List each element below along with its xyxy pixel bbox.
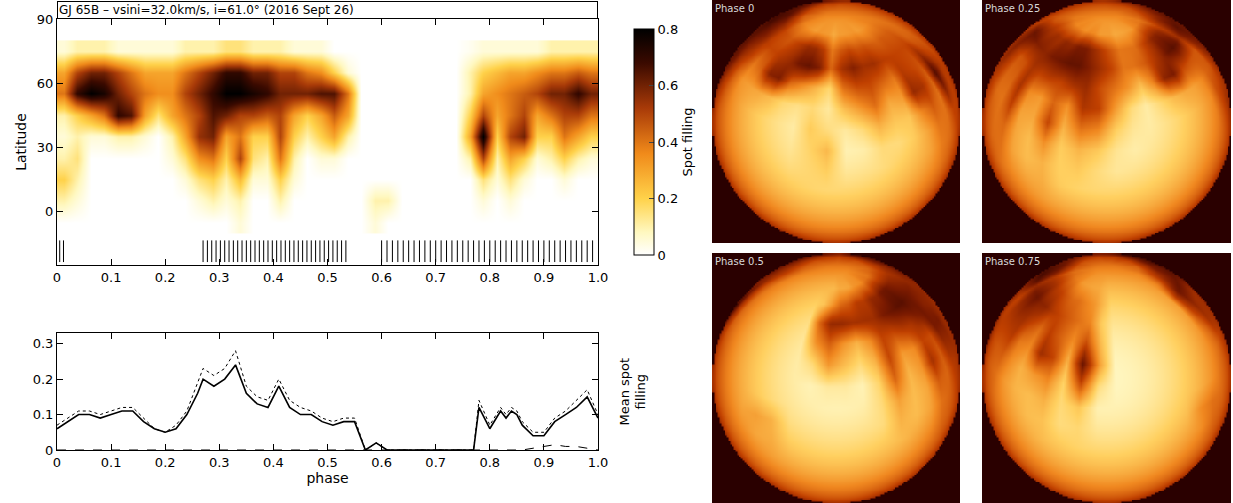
- svg-text:0: 0: [45, 204, 53, 219]
- svg-text:0.7: 0.7: [425, 455, 446, 470]
- svg-text:0: 0: [658, 248, 666, 263]
- svg-text:60: 60: [37, 76, 54, 91]
- svg-text:Latitude: Latitude: [13, 113, 29, 171]
- svg-text:0.4: 0.4: [263, 270, 284, 285]
- svg-text:0.9: 0.9: [534, 270, 555, 285]
- svg-text:Phase 0.25: Phase 0.25: [985, 3, 1040, 14]
- svg-text:0.1: 0.1: [101, 455, 122, 470]
- svg-text:0.3: 0.3: [33, 336, 54, 351]
- svg-text:0.6: 0.6: [371, 455, 392, 470]
- svg-text:0.2: 0.2: [658, 191, 679, 206]
- svg-text:0.2: 0.2: [155, 270, 176, 285]
- svg-text:0.6: 0.6: [371, 270, 392, 285]
- svg-text:30: 30: [37, 140, 54, 155]
- svg-text:0.1: 0.1: [101, 270, 122, 285]
- svg-text:0.3: 0.3: [209, 270, 230, 285]
- svg-text:90: 90: [37, 12, 54, 27]
- svg-text:0.1: 0.1: [33, 407, 54, 422]
- svg-text:1.0: 1.0: [588, 455, 609, 470]
- svg-text:0.4: 0.4: [263, 455, 284, 470]
- svg-text:0.6: 0.6: [658, 78, 679, 93]
- svg-text:Spot filling: Spot filling: [680, 107, 695, 176]
- svg-text:0.7: 0.7: [425, 270, 446, 285]
- svg-text:0.9: 0.9: [534, 455, 555, 470]
- svg-text:1.0: 1.0: [588, 270, 609, 285]
- svg-text:Mean spotfilling: Mean spotfilling: [617, 358, 649, 426]
- svg-text:0.3: 0.3: [209, 455, 230, 470]
- svg-text:0.8: 0.8: [658, 22, 679, 37]
- svg-text:0: 0: [53, 455, 61, 470]
- svg-text:0: 0: [53, 270, 61, 285]
- svg-text:0.8: 0.8: [479, 455, 500, 470]
- svg-text:0: 0: [45, 443, 53, 458]
- svg-text:0.8: 0.8: [479, 270, 500, 285]
- svg-text:Phase 0: Phase 0: [715, 3, 754, 14]
- svg-text:Phase 0.75: Phase 0.75: [985, 256, 1040, 267]
- svg-text:0.2: 0.2: [33, 372, 54, 387]
- svg-text:GJ 65B – vsini=32.0km/s, i=61.: GJ 65B – vsini=32.0km/s, i=61.0° (2016 S…: [59, 3, 354, 17]
- svg-text:0.4: 0.4: [658, 135, 679, 150]
- svg-text:0.2: 0.2: [155, 455, 176, 470]
- svg-text:phase: phase: [306, 470, 348, 486]
- svg-text:0.5: 0.5: [317, 270, 338, 285]
- svg-text:0.5: 0.5: [317, 455, 338, 470]
- svg-text:Phase 0.5: Phase 0.5: [715, 256, 764, 267]
